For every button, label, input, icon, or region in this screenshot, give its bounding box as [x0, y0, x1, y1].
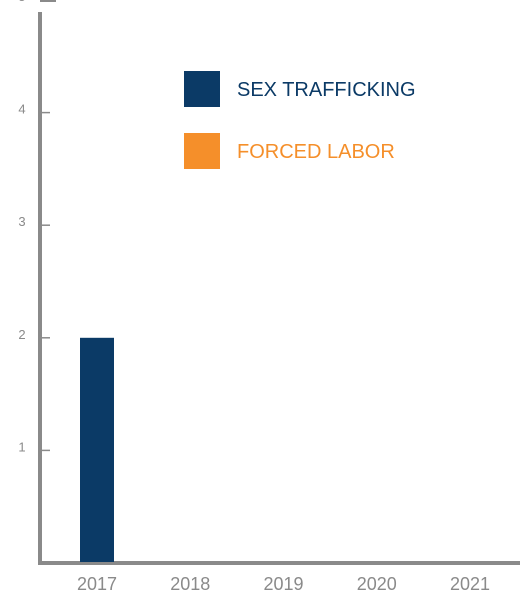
y-tick-label: 5: [18, 0, 25, 4]
legend-swatch-forced-labor: [184, 133, 220, 169]
y-tick-group: 1 2 3 4 5: [18, 0, 56, 454]
y-tick-label: 4: [18, 102, 25, 117]
y-tick-label: 1: [18, 439, 25, 454]
y-tick-label: 2: [18, 327, 25, 342]
legend: SEX TRAFFICKING FORCED LABOR: [184, 71, 416, 169]
axes: [38, 12, 520, 565]
x-tick-label: 2018: [170, 574, 210, 594]
x-tick-label: 2020: [357, 574, 397, 594]
y-tick-label: 3: [18, 214, 25, 229]
legend-label-sex-trafficking: SEX TRAFFICKING: [237, 79, 416, 101]
legend-label-forced-labor: FORCED LABOR: [237, 141, 395, 163]
x-tick-label: 2021: [450, 574, 490, 594]
bar-group: [80, 337, 114, 562]
bar-sex-trafficking-2017: [80, 337, 114, 562]
x-label-group: 2017 2018 2019 2020 2021: [77, 574, 490, 594]
legend-swatch-sex-trafficking: [184, 71, 220, 107]
x-tick-label: 2017: [77, 574, 117, 594]
x-tick-label: 2019: [263, 574, 303, 594]
